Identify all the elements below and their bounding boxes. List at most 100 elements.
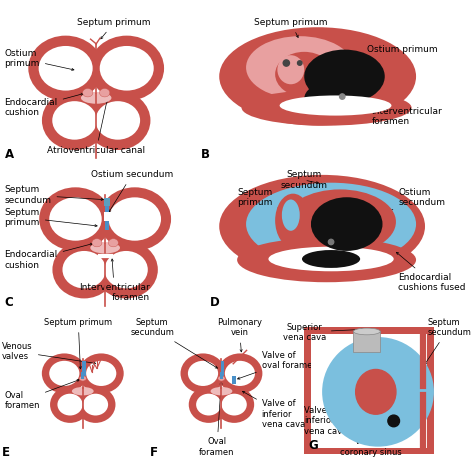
Ellipse shape: [109, 197, 161, 241]
Text: Septum primum: Septum primum: [44, 318, 112, 369]
Text: Ostium secundum: Ostium secundum: [91, 171, 173, 212]
Ellipse shape: [210, 387, 232, 395]
Ellipse shape: [50, 386, 90, 423]
Ellipse shape: [49, 361, 80, 386]
Ellipse shape: [39, 187, 112, 251]
Ellipse shape: [322, 337, 434, 446]
Ellipse shape: [91, 242, 120, 254]
Bar: [304, 327, 434, 455]
Ellipse shape: [284, 190, 396, 254]
Text: Pulmonary
vein: Pulmonary vein: [217, 318, 262, 352]
Ellipse shape: [57, 394, 82, 416]
Ellipse shape: [85, 91, 150, 150]
Text: Superior
vena cava: Superior vena cava: [283, 323, 363, 342]
Text: Septum primum: Septum primum: [254, 18, 328, 38]
Text: D: D: [210, 296, 220, 309]
Ellipse shape: [304, 83, 349, 114]
Text: Septum
secundum: Septum secundum: [4, 185, 103, 205]
Text: C: C: [4, 296, 13, 309]
Ellipse shape: [268, 247, 394, 271]
Circle shape: [328, 239, 334, 245]
Ellipse shape: [222, 394, 247, 416]
Text: Oval
foramen: Oval foramen: [4, 380, 80, 410]
Ellipse shape: [109, 238, 118, 247]
Bar: [311, 334, 427, 448]
Bar: [232, 376, 236, 384]
Text: Septum
secundum: Septum secundum: [130, 318, 218, 368]
Ellipse shape: [275, 52, 333, 96]
Ellipse shape: [82, 88, 93, 97]
Text: Septum
primum: Septum primum: [4, 208, 97, 227]
Ellipse shape: [311, 197, 383, 251]
Ellipse shape: [219, 27, 416, 126]
Ellipse shape: [52, 101, 97, 140]
Text: Interventricular
foramen: Interventricular foramen: [79, 259, 150, 303]
Ellipse shape: [237, 238, 416, 282]
Text: Interventricular
foramen: Interventricular foramen: [347, 96, 442, 126]
Text: A: A: [4, 149, 14, 162]
Text: Valve of
oval foramen: Valve of oval foramen: [237, 351, 318, 379]
Ellipse shape: [94, 241, 158, 298]
Ellipse shape: [72, 387, 94, 395]
Ellipse shape: [90, 36, 164, 101]
Bar: [221, 361, 225, 379]
Ellipse shape: [356, 370, 396, 414]
Ellipse shape: [79, 376, 86, 381]
Bar: [81, 372, 84, 379]
Ellipse shape: [218, 376, 225, 381]
Ellipse shape: [63, 251, 106, 288]
Text: E: E: [2, 446, 10, 459]
Ellipse shape: [196, 394, 221, 416]
Ellipse shape: [95, 101, 140, 140]
Ellipse shape: [214, 386, 254, 423]
Ellipse shape: [75, 386, 116, 423]
Text: B: B: [201, 149, 210, 162]
Ellipse shape: [277, 55, 304, 84]
Ellipse shape: [100, 88, 110, 97]
Ellipse shape: [83, 394, 108, 416]
Ellipse shape: [100, 46, 154, 91]
Text: Ostium primum: Ostium primum: [339, 45, 438, 65]
Ellipse shape: [219, 175, 425, 278]
Ellipse shape: [53, 241, 116, 298]
Ellipse shape: [246, 36, 354, 99]
Text: Valve of
coronary sinus: Valve of coronary sinus: [340, 423, 402, 457]
Text: Atrioventricular canal: Atrioventricular canal: [47, 100, 145, 155]
Circle shape: [298, 61, 302, 65]
Ellipse shape: [86, 361, 116, 386]
Ellipse shape: [42, 353, 87, 393]
Text: Valve of
inferior
vena cava: Valve of inferior vena cava: [304, 404, 368, 436]
Ellipse shape: [28, 36, 103, 101]
Text: Endocardial
cushions fused: Endocardial cushions fused: [396, 252, 465, 292]
Circle shape: [339, 94, 345, 99]
Text: Endocardial
cushion: Endocardial cushion: [4, 243, 92, 270]
Bar: [105, 198, 109, 230]
Ellipse shape: [188, 361, 218, 386]
Text: Septum
primum: Septum primum: [237, 188, 290, 214]
Text: Ostium
primum: Ostium primum: [4, 49, 74, 70]
Ellipse shape: [39, 46, 92, 91]
Ellipse shape: [354, 328, 380, 335]
Text: Septum primum: Septum primum: [77, 18, 151, 39]
Ellipse shape: [302, 250, 360, 268]
Ellipse shape: [282, 200, 300, 231]
Text: Valve of
inferior
vena cava: Valve of inferior vena cava: [243, 391, 305, 429]
Bar: [220, 372, 223, 379]
Bar: [354, 332, 380, 352]
Text: G: G: [309, 439, 319, 452]
Text: Ostium
secundum: Ostium secundum: [388, 188, 445, 212]
Ellipse shape: [304, 49, 385, 103]
Ellipse shape: [218, 353, 263, 393]
Text: Venous
valves: Venous valves: [2, 342, 96, 364]
Circle shape: [283, 60, 290, 66]
Ellipse shape: [242, 90, 411, 126]
Ellipse shape: [104, 251, 148, 288]
Text: F: F: [150, 446, 158, 459]
Text: Septum
secundum: Septum secundum: [425, 318, 471, 364]
Ellipse shape: [99, 187, 171, 251]
Text: Septum
secundum: Septum secundum: [281, 171, 328, 190]
Ellipse shape: [225, 361, 255, 386]
Ellipse shape: [246, 183, 416, 266]
Text: Endocardial
cushion: Endocardial cushion: [4, 93, 83, 117]
Bar: [82, 361, 86, 379]
